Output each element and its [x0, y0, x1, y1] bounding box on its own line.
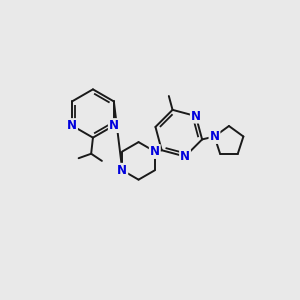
Text: N: N: [209, 130, 220, 143]
Text: N: N: [191, 110, 201, 123]
Text: N: N: [150, 145, 160, 158]
Text: N: N: [117, 164, 127, 177]
Text: N: N: [109, 119, 119, 132]
Text: N: N: [67, 119, 77, 132]
Text: N: N: [180, 150, 190, 163]
